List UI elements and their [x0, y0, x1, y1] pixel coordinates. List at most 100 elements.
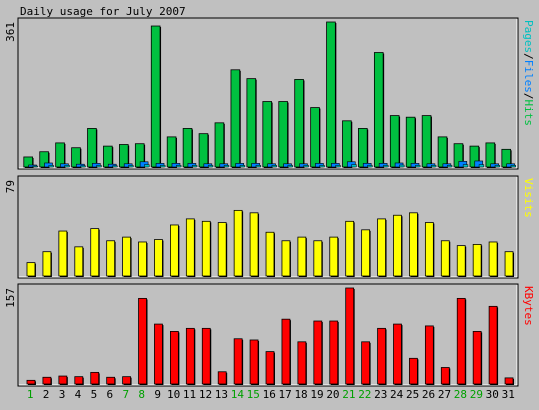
x-tick-label-day-16: 16 — [263, 388, 276, 401]
bar-visits-day-9 — [154, 239, 163, 277]
x-axis-labels: 1 2 3 4 5 6 7 8 9 10 11 12 13 14 15 16 17 18 19 20 21 22 23 24 2… — [27, 388, 515, 401]
bar-pages-day-9 — [160, 165, 166, 168]
x-tick-label-day-8: 8 — [138, 388, 145, 401]
bar-pages-day-26 — [431, 165, 437, 168]
bar-visits-day-18 — [297, 236, 307, 277]
x-tick-label-day-18: 18 — [294, 388, 307, 401]
legend-kbytes: KBytes — [522, 286, 535, 326]
bar-hits-day-7 — [119, 144, 129, 168]
bar-hits-day-2 — [39, 151, 49, 168]
x-tick-label-day-26: 26 — [422, 388, 435, 401]
bar-kbytes-day-3 — [58, 375, 68, 385]
bar-kbytes-day-21 — [345, 287, 355, 385]
legend-hits-files-pages: Pages/Files/Hits — [522, 20, 535, 126]
x-tick-label-day-19: 19 — [310, 388, 323, 401]
panel-visits: 79 Visits — [4, 175, 535, 279]
bar-visits-day-12 — [201, 220, 211, 277]
bar-visits-day-11 — [185, 218, 195, 277]
legend-item: Hits — [522, 100, 535, 127]
bar-kbytes-day-10 — [170, 331, 179, 385]
x-tick-label-day-4: 4 — [75, 388, 82, 401]
bar-visits-day-21 — [345, 220, 355, 277]
bar-kbytes-day-6 — [106, 376, 116, 385]
bar-pages-day-1 — [32, 165, 38, 168]
x-tick-label-day-24: 24 — [390, 388, 404, 401]
bar-pages-day-10 — [176, 165, 182, 168]
x-tick-label-day-14: 14 — [231, 388, 245, 401]
bar-visits-day-10 — [170, 224, 179, 277]
bar-pages-day-12 — [207, 165, 214, 168]
bar-pages-day-8 — [144, 164, 150, 168]
bar-kbytes-day-19 — [313, 320, 323, 385]
bar-hits-day-13 — [214, 122, 225, 168]
bar-visits-day-23 — [377, 218, 386, 277]
bar-pages-day-23 — [383, 165, 389, 168]
bar-pages-day-4 — [80, 165, 86, 168]
x-tick-label-day-9: 9 — [154, 388, 161, 401]
bar-kbytes-day-1 — [26, 379, 36, 385]
bar-visits-day-30 — [488, 241, 498, 277]
bar-pages-day-22 — [367, 165, 373, 168]
bar-files-day-2 — [44, 162, 53, 168]
bar-hits-day-9 — [150, 25, 161, 168]
legend-item: Files — [522, 60, 535, 93]
bar-hits-day-4 — [71, 147, 81, 168]
x-tick-label-day-17: 17 — [279, 388, 292, 401]
bar-hits-day-27 — [437, 136, 448, 168]
y-axis-max-label: 79 — [4, 180, 17, 193]
panel-hits-files-pages: 361 Pages/Files/Hits — [4, 17, 535, 170]
bar-visits-day-2 — [42, 251, 52, 277]
x-tick-label-day-28: 28 — [454, 388, 467, 401]
bar-kbytes-day-22 — [361, 341, 370, 385]
bar-hits-day-30 — [485, 142, 496, 168]
bar-kbytes-day-5 — [90, 371, 100, 385]
x-tick-label-day-7: 7 — [122, 388, 129, 401]
bar-visits-day-6 — [106, 240, 116, 277]
bar-pages-day-20 — [335, 165, 341, 168]
bar-pages-day-29 — [478, 164, 485, 168]
chart-title: Daily usage for July 2007 — [20, 5, 186, 18]
legend-item: KBytes — [522, 286, 535, 326]
bar-visits-day-16 — [265, 231, 275, 277]
bar-kbytes-day-23 — [377, 327, 386, 385]
bar-pages-day-15 — [255, 165, 262, 168]
bar-pages-day-30 — [494, 165, 501, 168]
bar-files-day-29 — [474, 160, 484, 168]
bar-kbytes-day-16 — [265, 351, 275, 385]
x-tick-label-day-1: 1 — [27, 388, 34, 401]
bar-hits-day-18 — [294, 79, 304, 168]
bar-pages-day-7 — [128, 165, 134, 168]
bar-kbytes-day-26 — [424, 325, 434, 385]
bar-hits-day-22 — [358, 128, 368, 168]
x-tick-label-day-3: 3 — [59, 388, 66, 401]
bar-visits-day-13 — [217, 222, 227, 277]
legend-item: Visits — [522, 178, 535, 218]
bar-hits-day-23 — [373, 52, 384, 168]
bar-pages-day-17 — [287, 165, 293, 168]
bar-kbytes-day-24 — [393, 323, 402, 385]
bar-pages-day-14 — [239, 165, 246, 168]
bar-pages-day-27 — [446, 165, 453, 168]
bar-visits-day-5 — [90, 228, 100, 277]
x-tick-label-day-31: 31 — [502, 388, 515, 401]
bar-pages-day-25 — [415, 165, 421, 168]
x-tick-label-day-23: 23 — [374, 388, 387, 401]
bar-files-day-28 — [458, 161, 468, 168]
bar-pages-day-24 — [399, 164, 405, 168]
bar-hits-day-10 — [166, 136, 177, 168]
x-tick-label-day-5: 5 — [91, 388, 98, 401]
bar-hits-day-11 — [182, 128, 193, 168]
bar-visits-day-17 — [281, 240, 291, 277]
x-tick-label-day-29: 29 — [470, 388, 483, 401]
bar-kbytes-day-31 — [504, 377, 514, 385]
bar-visits-day-14 — [233, 209, 243, 277]
bar-hits-day-3 — [55, 142, 65, 168]
bar-kbytes-day-29 — [472, 331, 482, 385]
legend-item: Pages — [522, 20, 535, 53]
bar-visits-day-1 — [26, 262, 36, 277]
x-tick-label-day-15: 15 — [247, 388, 260, 401]
bar-hits-day-1 — [23, 156, 33, 168]
bar-pages-day-16 — [271, 165, 277, 168]
